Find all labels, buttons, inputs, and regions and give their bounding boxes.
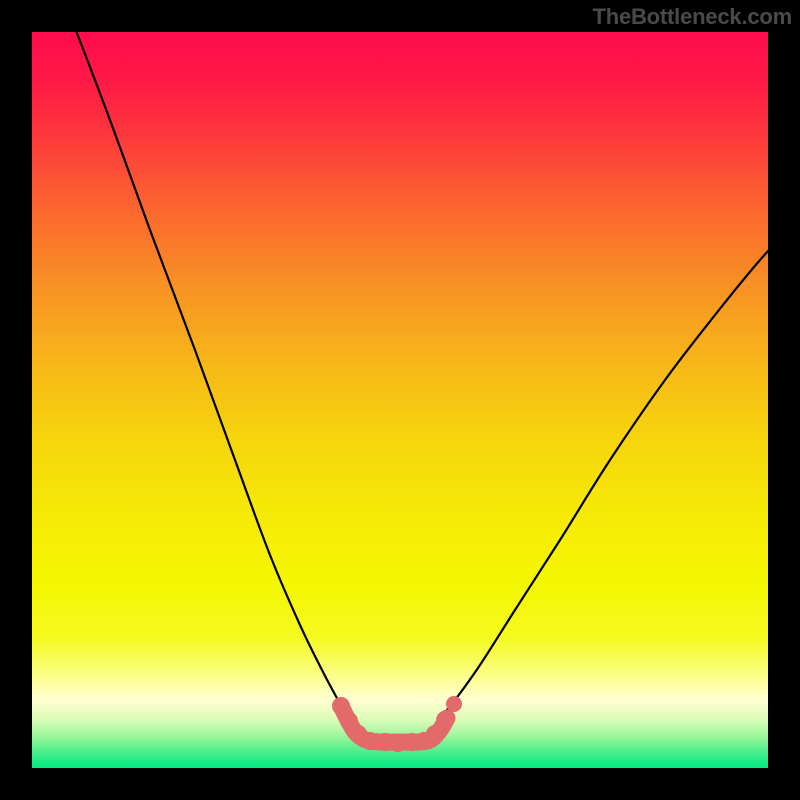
watermark-text: TheBottleneck.com — [592, 4, 792, 30]
chart-frame: TheBottleneck.com — [0, 0, 800, 800]
plot-inner-border — [30, 30, 770, 770]
